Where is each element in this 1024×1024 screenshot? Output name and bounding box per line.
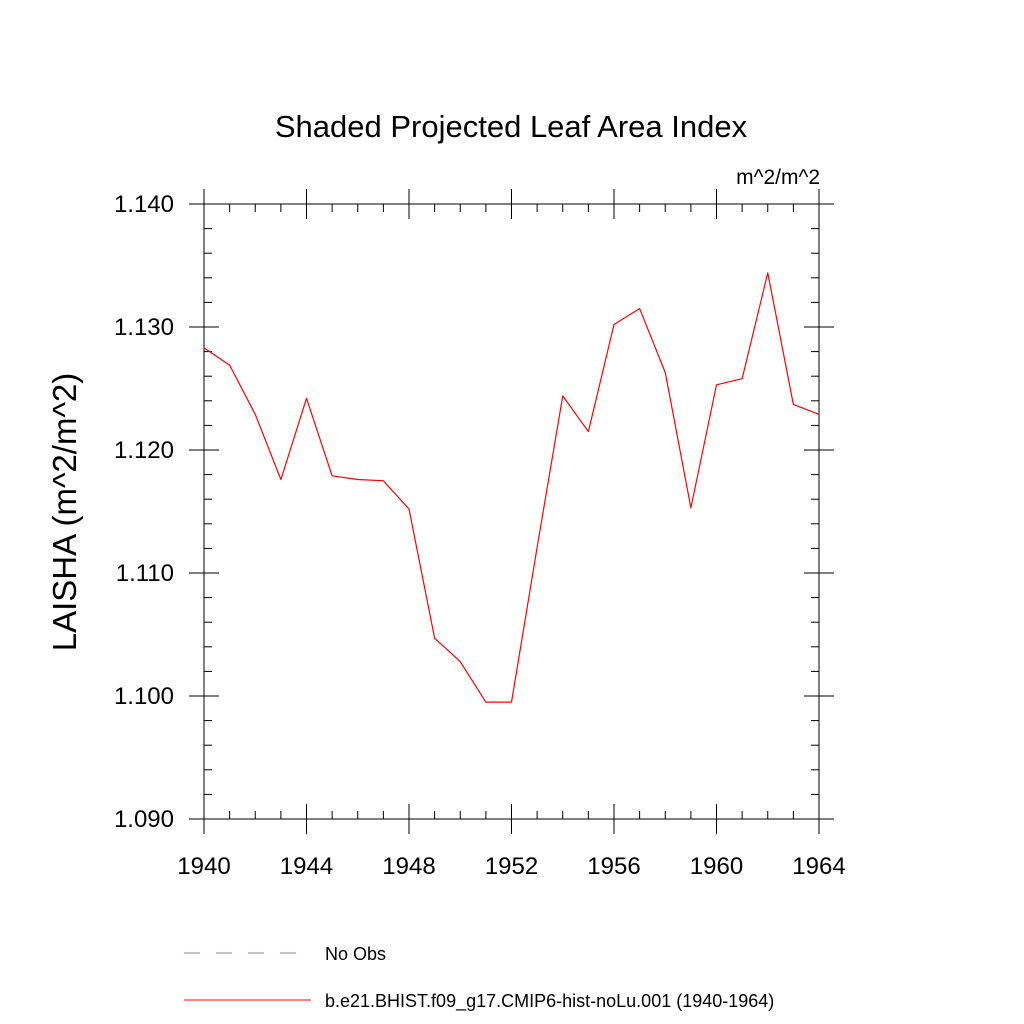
tick-labels: 1940 1944 1948 1952 1956 1960 1964 1.090 1.100 1.… <box>114 191 846 880</box>
major-ticks <box>189 189 834 834</box>
y-axis-title: LAISHA (m^2/m^2) <box>46 373 83 652</box>
x-tick-label: 1952 <box>485 853 538 880</box>
series-line <box>203 272 820 703</box>
legend-label-no-obs: No Obs <box>325 944 386 964</box>
y-tick-label: 1.120 <box>114 437 174 464</box>
x-tick-label: 1940 <box>177 853 230 880</box>
y-tick-label: 1.140 <box>114 191 174 218</box>
y-tick-label: 1.100 <box>114 683 174 710</box>
units-label: m^2/m^2 <box>736 166 820 189</box>
plot-frame <box>203 203 820 820</box>
x-tick-label: 1948 <box>382 853 435 880</box>
y-tick-label: 1.090 <box>114 806 174 833</box>
x-tick-label: 1956 <box>587 853 640 880</box>
y-tick-label: 1.110 <box>116 560 174 587</box>
legend: No Obs b.e21.BHIST.f09_g17.CMIP6-hist-no… <box>184 944 774 1012</box>
x-tick-label: 1944 <box>280 853 333 880</box>
x-tick-label: 1964 <box>792 853 845 880</box>
x-tick-label: 1960 <box>690 853 743 880</box>
series-lines <box>203 272 820 703</box>
legend-label-model-run: b.e21.BHIST.f09_g17.CMIP6-hist-noLu.001 … <box>325 991 774 1012</box>
y-tick-label: 1.130 <box>114 314 174 341</box>
chart-title: Shaded Projected Leaf Area Index <box>275 109 748 144</box>
minor-ticks <box>204 204 819 819</box>
